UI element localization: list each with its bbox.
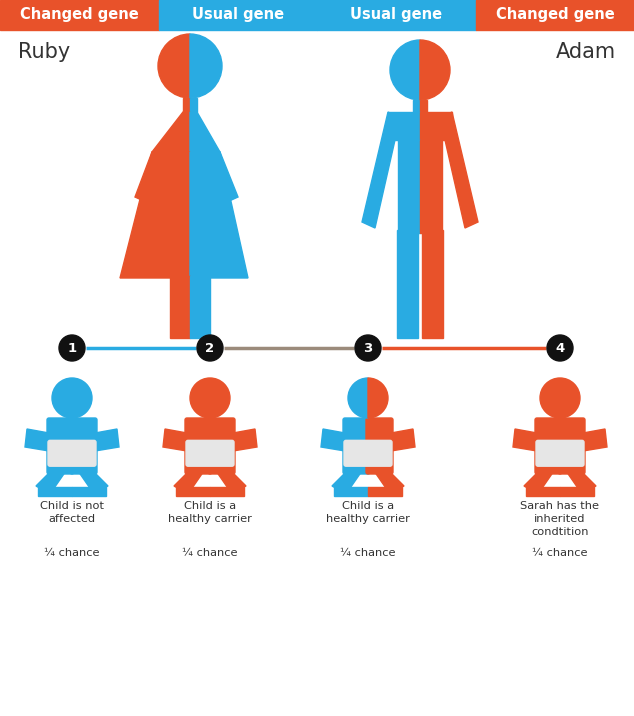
Text: Changed gene: Changed gene xyxy=(20,7,139,22)
Text: 2: 2 xyxy=(205,342,214,354)
Polygon shape xyxy=(391,429,415,451)
FancyBboxPatch shape xyxy=(208,418,235,474)
Text: ¼ chance: ¼ chance xyxy=(44,548,100,558)
FancyBboxPatch shape xyxy=(185,418,212,474)
Polygon shape xyxy=(76,464,108,494)
Bar xyxy=(422,230,443,338)
Polygon shape xyxy=(174,464,206,494)
Polygon shape xyxy=(163,429,187,451)
Polygon shape xyxy=(214,464,246,494)
Wedge shape xyxy=(348,378,368,418)
Text: Changed gene: Changed gene xyxy=(496,7,614,22)
FancyBboxPatch shape xyxy=(48,440,96,466)
Bar xyxy=(0,0,159,30)
FancyBboxPatch shape xyxy=(47,418,74,474)
Polygon shape xyxy=(95,429,119,451)
Bar xyxy=(334,487,368,496)
Bar xyxy=(368,487,402,496)
Polygon shape xyxy=(190,112,220,152)
Polygon shape xyxy=(25,429,49,451)
Bar xyxy=(183,98,190,112)
FancyBboxPatch shape xyxy=(343,418,370,474)
Wedge shape xyxy=(420,40,450,100)
Bar xyxy=(420,100,427,112)
Polygon shape xyxy=(440,112,478,228)
Bar xyxy=(176,487,210,496)
Bar xyxy=(210,487,244,496)
Bar xyxy=(398,140,420,233)
Polygon shape xyxy=(362,112,400,228)
Circle shape xyxy=(540,378,580,418)
Text: 1: 1 xyxy=(67,342,77,354)
Polygon shape xyxy=(524,464,556,494)
Polygon shape xyxy=(513,429,537,451)
Circle shape xyxy=(52,378,92,418)
Bar xyxy=(420,140,442,233)
Text: Ruby: Ruby xyxy=(18,42,70,62)
Text: Child is not
affected: Child is not affected xyxy=(40,501,104,524)
Polygon shape xyxy=(332,464,364,494)
Circle shape xyxy=(197,335,223,361)
Bar xyxy=(190,98,197,112)
Text: Adam: Adam xyxy=(556,42,616,62)
Bar xyxy=(170,276,190,338)
Polygon shape xyxy=(36,464,68,494)
FancyBboxPatch shape xyxy=(366,418,393,474)
Bar xyxy=(72,487,106,496)
Polygon shape xyxy=(583,429,607,451)
Bar xyxy=(476,0,634,30)
Text: Child is a
healthy carrier: Child is a healthy carrier xyxy=(326,501,410,524)
Bar xyxy=(317,0,476,30)
Bar xyxy=(159,0,317,30)
Text: Usual gene: Usual gene xyxy=(351,7,443,22)
Polygon shape xyxy=(564,464,596,494)
Bar xyxy=(190,276,210,338)
Text: Child is a
healthy carrier: Child is a healthy carrier xyxy=(168,501,252,524)
Text: ¼ chance: ¼ chance xyxy=(533,548,588,558)
Polygon shape xyxy=(209,152,238,202)
Polygon shape xyxy=(120,152,190,278)
Wedge shape xyxy=(390,40,420,100)
Circle shape xyxy=(547,335,573,361)
Bar xyxy=(560,487,594,496)
Bar xyxy=(526,487,560,496)
Bar xyxy=(397,230,418,338)
Polygon shape xyxy=(321,429,345,451)
Polygon shape xyxy=(190,152,248,278)
Bar xyxy=(413,100,420,112)
FancyBboxPatch shape xyxy=(344,440,392,466)
Text: 3: 3 xyxy=(363,342,373,354)
Text: Sarah has the
inherited
condtition: Sarah has the inherited condtition xyxy=(521,501,600,536)
Wedge shape xyxy=(158,34,190,98)
Polygon shape xyxy=(233,429,257,451)
Wedge shape xyxy=(190,34,222,98)
Text: ¼ chance: ¼ chance xyxy=(340,548,396,558)
Wedge shape xyxy=(368,378,388,418)
FancyBboxPatch shape xyxy=(70,418,97,474)
Bar xyxy=(388,112,420,140)
Bar xyxy=(38,487,72,496)
Circle shape xyxy=(59,335,85,361)
Text: 4: 4 xyxy=(555,342,565,354)
FancyBboxPatch shape xyxy=(186,440,234,466)
FancyBboxPatch shape xyxy=(535,418,562,474)
Circle shape xyxy=(355,335,381,361)
Text: ¼ chance: ¼ chance xyxy=(182,548,238,558)
Polygon shape xyxy=(372,464,404,494)
Circle shape xyxy=(190,378,230,418)
FancyBboxPatch shape xyxy=(536,440,584,466)
Polygon shape xyxy=(135,152,163,202)
Polygon shape xyxy=(152,112,190,152)
Bar xyxy=(420,112,452,140)
Text: Usual gene: Usual gene xyxy=(192,7,284,22)
FancyBboxPatch shape xyxy=(558,418,585,474)
